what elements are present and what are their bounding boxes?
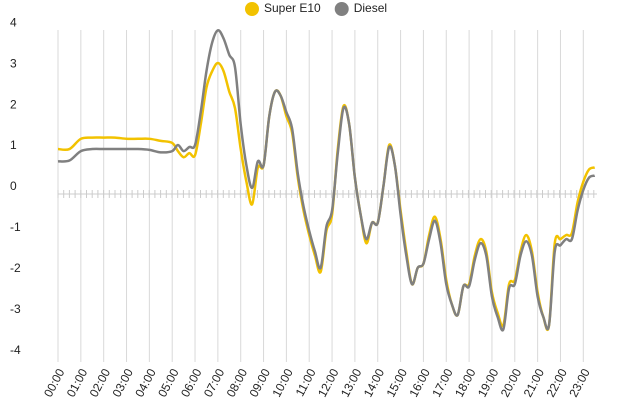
x-tick-label: 20:00 [498, 366, 525, 399]
x-tick-label: 03:00 [110, 366, 137, 399]
x-tick-label: 01:00 [64, 366, 91, 399]
x-tick-label: 07:00 [201, 366, 228, 399]
x-tick-label: 15:00 [384, 366, 411, 399]
x-tick-label: 08:00 [224, 366, 251, 399]
y-tick-label: -3 [10, 302, 21, 316]
x-tick-label: 13:00 [338, 366, 365, 399]
x-tick-label: 18:00 [452, 366, 479, 399]
series-line [57, 29, 596, 332]
y-tick-label: 2 [10, 97, 17, 111]
x-tick-label: 05:00 [155, 366, 182, 399]
legend-label: Super E10 [264, 1, 321, 15]
x-tick-label: 16:00 [406, 366, 433, 399]
legend-label: Diesel [354, 1, 387, 15]
y-tick-label: 0 [10, 179, 17, 193]
x-tick-label: 10:00 [269, 366, 296, 399]
y-tick-label: -2 [10, 261, 21, 275]
x-tick-label: 22:00 [543, 366, 570, 399]
x-tick-label: 06:00 [178, 366, 205, 399]
x-tick-label: 09:00 [247, 366, 274, 399]
y-tick-label: -4 [10, 343, 21, 357]
x-tick-label: 19:00 [475, 366, 502, 399]
y-tick-label: 1 [10, 138, 17, 152]
x-tick-label: 14:00 [361, 366, 388, 399]
x-tick-label: 02:00 [87, 366, 114, 399]
legend-swatch [334, 2, 349, 16]
y-tick-label: 4 [10, 15, 17, 29]
x-tick-label: 00:00 [41, 366, 68, 399]
x-tick-label: 21:00 [521, 366, 548, 399]
x-tick-label: 12:00 [315, 366, 342, 399]
x-tick-label: 23:00 [566, 366, 593, 399]
x-tick-label: 04:00 [132, 366, 159, 399]
y-tick-label: 3 [10, 56, 17, 70]
x-tick-label: 17:00 [429, 366, 456, 399]
legend-swatch [245, 2, 259, 16]
y-tick-label: -1 [10, 220, 21, 234]
